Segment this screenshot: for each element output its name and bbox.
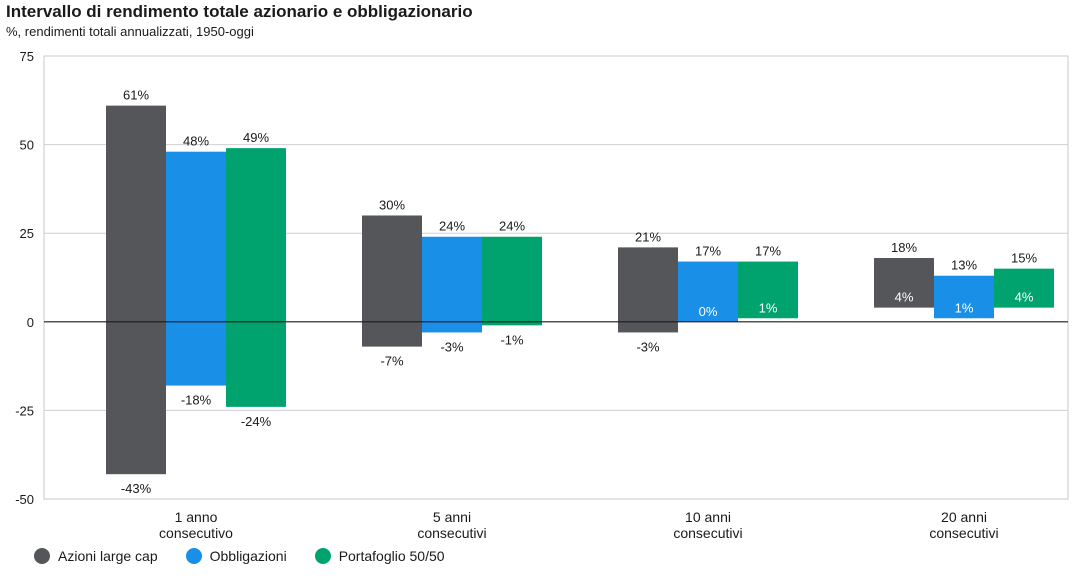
range-bar: [994, 268, 1054, 308]
data-label-low: 1%: [955, 300, 974, 315]
y-tick-label: -50: [15, 492, 34, 507]
x-category-label: consecutivi: [673, 525, 742, 541]
range-bar: [738, 261, 798, 319]
legend-swatch-azioni: [34, 548, 50, 564]
data-label-high: 49%: [243, 130, 269, 145]
data-label-low: 4%: [895, 290, 914, 305]
y-tick-label: 75: [20, 49, 34, 64]
x-category-label: 5 anni: [433, 509, 471, 525]
x-category-label: 10 anni: [685, 509, 731, 525]
data-label-low: -1%: [500, 332, 524, 347]
chart-subtitle: %, rendimenti totali annualizzati, 1950-…: [6, 24, 254, 39]
range-bar: [422, 236, 482, 333]
legend-item-portafoglio: Portafoglio 50/50: [314, 548, 445, 564]
legend-swatch-portafoglio: [314, 548, 331, 564]
data-label-high: 24%: [499, 219, 525, 234]
plot-frame: [43, 55, 1069, 500]
data-label-high: 48%: [183, 134, 209, 149]
data-label-low: 0%: [699, 304, 718, 319]
data-label-high: 13%: [951, 258, 977, 273]
legend-label-azioni: Azioni large cap: [58, 548, 158, 564]
y-tick-label: -25: [15, 403, 34, 418]
x-category-label: 20 anni: [941, 509, 987, 525]
legend-label-portafoglio: Portafoglio 50/50: [338, 548, 445, 564]
data-label-low: 4%: [1015, 290, 1034, 305]
y-tick-label: 0: [27, 315, 34, 330]
range-bar: [618, 247, 678, 333]
data-label-high: 15%: [1011, 251, 1037, 266]
data-label-low: 1%: [759, 300, 778, 315]
x-category-label: consecutivi: [929, 525, 998, 541]
data-label-high: 24%: [439, 219, 465, 234]
data-label-low: -3%: [440, 339, 464, 354]
x-category-label: consecutivi: [417, 525, 486, 541]
y-tick-label: 25: [20, 226, 34, 241]
legend-item-obbligazioni: Obbligazioni: [185, 548, 287, 564]
range-bar: [678, 261, 738, 322]
x-category-label: 1 anno: [175, 509, 218, 525]
data-label-low: -24%: [241, 414, 272, 429]
data-label-high: 61%: [123, 88, 149, 103]
chart-title: Intervallo di rendimento totale azionari…: [6, 2, 473, 21]
data-label-high: 18%: [891, 240, 917, 255]
data-label-high: 17%: [695, 244, 721, 259]
data-label-low: -18%: [181, 393, 212, 408]
range-bar: [482, 236, 542, 326]
data-label-low: -7%: [380, 354, 404, 369]
data-label-low: -3%: [636, 339, 660, 354]
range-bar: [934, 275, 994, 319]
chart-legend: Azioni large cap Obbligazioni Portafogli…: [34, 548, 473, 564]
range-bar: [874, 258, 934, 308]
range-bar-chart: 75 50 25 0 -25 -50 61% -43% 30% -7% 21% -3% 18% 4% 48%…: [15, 49, 1069, 541]
range-bar: [106, 105, 166, 475]
range-bar: [362, 215, 422, 347]
data-label-high: 30%: [379, 197, 405, 212]
x-category-label: consecutivo: [159, 525, 233, 541]
range-bar: [226, 148, 286, 407]
y-tick-label: 50: [20, 138, 34, 153]
legend-label-obbligazioni: Obbligazioni: [209, 548, 287, 564]
data-label-high: 21%: [635, 229, 661, 244]
legend-swatch-obbligazioni: [185, 548, 202, 564]
range-bar: [166, 151, 226, 386]
data-label-low: -43%: [121, 481, 152, 496]
data-label-high: 17%: [755, 244, 781, 259]
legend-item-azioni: Azioni large cap: [34, 548, 158, 564]
